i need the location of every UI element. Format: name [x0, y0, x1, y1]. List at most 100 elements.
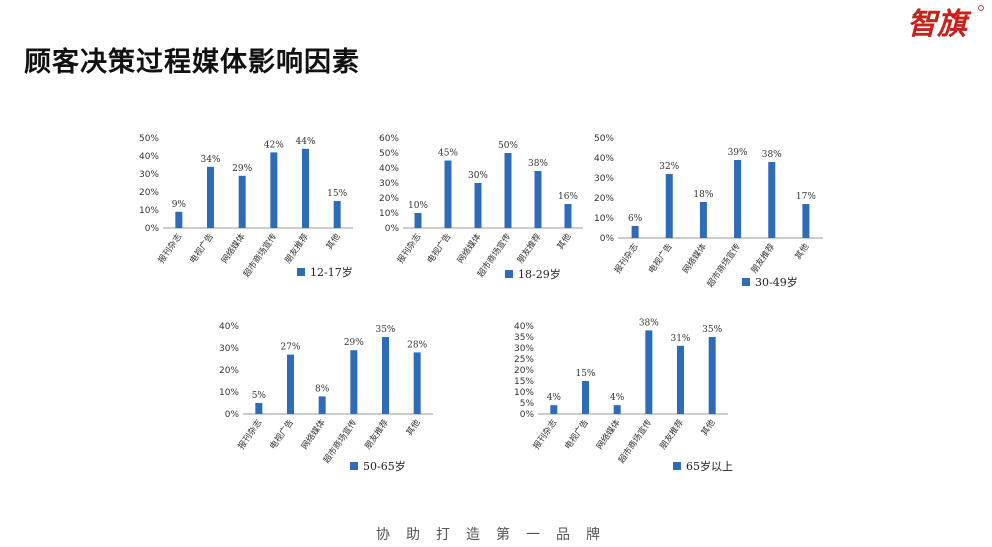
category-label: 电视广告: [646, 241, 675, 275]
chart-18-29: 0% 10% 20% 30% 40% 50% 60% 10% 报刊杂志 45% 电视广告 30% 网络媒…: [373, 128, 588, 293]
category-label: 报刊杂志: [395, 231, 424, 266]
data-label: 8%: [315, 384, 330, 394]
bar: [474, 183, 482, 228]
data-label: 50%: [498, 141, 518, 151]
chart-svg: 0% 10% 20% 30% 40% 50% 60% 10% 报刊杂志 45% 电视广告 30% 网络媒…: [379, 134, 583, 281]
y-tick-label: 10%: [379, 209, 399, 219]
data-label: 10%: [408, 201, 428, 211]
legend-swatch: [742, 278, 750, 286]
chart-svg: 0% 10% 20% 30% 40% 50% 9% 报刊杂志 34% 电视广告 29% 网络媒体 42%…: [139, 134, 353, 280]
legend-swatch: [505, 270, 513, 278]
logo-text: 智旗: [907, 7, 972, 42]
bar: [207, 166, 214, 228]
category-label: 电视广告: [267, 417, 296, 451]
bar: [444, 160, 452, 228]
bar: [238, 175, 246, 228]
y-tick-label: 30%: [219, 344, 239, 354]
bar: [631, 226, 639, 238]
legend-label: 30-49岁: [755, 275, 798, 289]
y-tick-label: 50%: [594, 134, 614, 144]
legend-label: 18-29岁: [518, 267, 561, 281]
y-tick-label: 40%: [379, 164, 399, 174]
bar: [414, 213, 422, 228]
bar: [382, 337, 389, 414]
category-label: 网络媒体: [299, 417, 328, 452]
brand-logo: 智旗: [907, 5, 984, 42]
chart-svg: 0%5%10%15%20%25%30%35%40%4%报刊杂志15%电视广告4%…: [514, 318, 733, 473]
category-label: 超市商场宣传: [705, 241, 744, 289]
category-label: 报刊杂志: [156, 231, 185, 266]
data-label: 17%: [796, 192, 816, 202]
y-tick-label: 30%: [594, 174, 614, 184]
data-label: 30%: [468, 171, 488, 181]
y-tick-label: 35%: [514, 333, 534, 343]
data-label: 35%: [702, 325, 722, 335]
legend-label: 65岁以上: [686, 459, 733, 473]
bar: [564, 204, 572, 228]
y-tick-label: 25%: [514, 355, 534, 365]
category-label: 电视广告: [187, 231, 216, 265]
bar: [665, 174, 673, 238]
y-tick-label: 20%: [219, 366, 239, 376]
y-tick-label: 30%: [139, 170, 159, 180]
y-tick-label: 10%: [139, 206, 159, 216]
chart-svg: 0%10%20%30%40%5%报刊杂志27%电视广告8%网络媒体29%超市商场…: [219, 322, 433, 473]
bar: [550, 405, 558, 414]
category-label: 报刊杂志: [612, 241, 641, 276]
chart-svg: 0% 10% 20% 30% 40% 50% 6% 报刊杂志 32% 电视广告 18% 网络媒体 39%…: [594, 134, 823, 290]
data-label: 15%: [575, 369, 595, 379]
category-label: 网络媒体: [455, 231, 484, 266]
category-label: 电视广告: [562, 417, 591, 451]
bar: [768, 162, 776, 238]
category-label: 其他: [324, 231, 343, 252]
y-tick-label: 20%: [139, 188, 159, 198]
data-label: 38%: [639, 318, 659, 328]
data-label: 18%: [693, 190, 713, 200]
bar: [699, 202, 707, 238]
bar: [645, 330, 653, 414]
bar: [175, 211, 183, 228]
legend-label: 50-65岁: [363, 459, 406, 473]
bar: [287, 354, 294, 414]
data-label: 27%: [280, 343, 300, 353]
y-tick-label: 5%: [520, 399, 535, 409]
y-tick-label: 30%: [514, 344, 534, 354]
bar: [504, 153, 512, 228]
category-label: 电视广告: [425, 231, 454, 265]
footer-slogan: 协助打造第一品牌: [376, 527, 616, 543]
y-tick-label: 40%: [219, 322, 239, 332]
category-label: 朋友推荐: [515, 231, 544, 266]
y-tick-label: 10%: [594, 214, 614, 224]
y-tick-label: 15%: [514, 377, 534, 387]
y-tick-label: 20%: [594, 194, 614, 204]
category-label: 其他: [699, 417, 718, 438]
y-tick-label: 40%: [514, 322, 534, 332]
data-label: 29%: [232, 164, 252, 174]
data-label: 38%: [528, 159, 548, 169]
data-label: 38%: [762, 150, 782, 160]
bar: [708, 337, 716, 414]
chart-50-65: 0% 10% 20% 30% 40% 5% 报刊杂志 27% 电视广告 8% 网络媒体 29% 超市商场…: [215, 318, 440, 488]
y-tick-label: 40%: [594, 154, 614, 164]
data-label: 42%: [264, 140, 284, 150]
category-label: 朋友推荐: [749, 241, 778, 276]
data-label: 32%: [659, 162, 679, 172]
bar: [255, 403, 263, 414]
y-tick-label: 20%: [514, 366, 534, 376]
category-label: 朋友推荐: [362, 417, 391, 452]
category-label: 其他: [555, 231, 574, 252]
category-label: 报刊杂志: [531, 417, 560, 452]
category-label: 朋友推荐: [282, 231, 311, 266]
y-tick-label: 30%: [379, 179, 399, 189]
data-label: 31%: [670, 334, 690, 344]
data-label: 4%: [547, 393, 562, 403]
category-label: 网络媒体: [680, 241, 709, 276]
data-label: 35%: [375, 325, 395, 335]
legend-swatch: [350, 462, 358, 470]
legend-label: 12-17岁: [310, 265, 353, 279]
chart-65-plus: 0% 5% 10% 15% 20% 25% 30% 35% 40% 4% 报刊杂志 15% 电视广告 4%…: [508, 318, 733, 488]
data-label: 6%: [628, 214, 643, 224]
legend-swatch: [673, 462, 681, 470]
bar: [350, 350, 358, 414]
data-label: 9%: [172, 200, 187, 210]
